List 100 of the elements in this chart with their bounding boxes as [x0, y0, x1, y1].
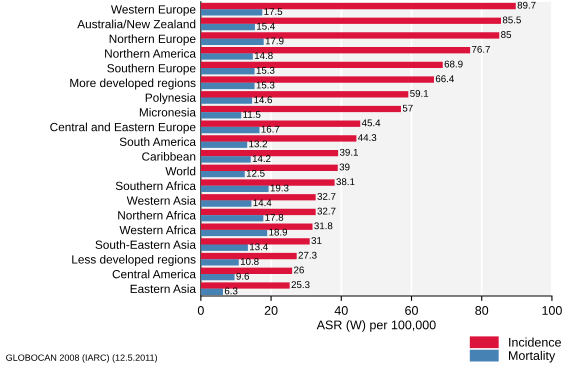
- y-tick-label: Northern America: [105, 49, 196, 58]
- data-label: 31.8: [314, 222, 332, 230]
- data-label: 13.4: [250, 243, 268, 250]
- bar: [200, 200, 252, 207]
- bar: [200, 142, 248, 148]
- data-label: 12.5: [246, 170, 265, 177]
- bar: [200, 76, 434, 83]
- y-tick-label: Australia/New Zealand: [77, 20, 196, 28]
- y-tick-label: Less developed regions: [72, 254, 196, 266]
- bar: [200, 252, 297, 260]
- bar: [200, 18, 502, 24]
- data-label: 89.7: [518, 2, 536, 9]
- bar: [200, 62, 443, 68]
- x-axis-title: ASR (W) per 100,000: [316, 320, 436, 332]
- bar: [200, 47, 470, 54]
- data-label: 14.8: [254, 52, 273, 60]
- bar: [200, 179, 335, 186]
- bar: [200, 215, 264, 222]
- y-tick-label: More developed regions: [70, 78, 196, 90]
- data-label: 14.4: [254, 199, 272, 206]
- y-tick-label: Western Europe: [110, 5, 196, 16]
- bar: [200, 238, 310, 245]
- bar: [200, 244, 248, 251]
- y-tick-label: Central America: [112, 270, 196, 278]
- bar: [200, 288, 223, 295]
- data-label: 31: [311, 237, 322, 244]
- bar: [200, 112, 242, 118]
- bar: [200, 259, 239, 266]
- data-label: 15.3: [256, 82, 274, 89]
- bar: [200, 120, 360, 127]
- y-tick-label: Western Asia: [126, 196, 196, 205]
- y-tick-label: South-Eastern Asia: [95, 240, 196, 249]
- data-label: 15.4: [257, 22, 275, 30]
- data-label: 18.9: [269, 228, 288, 236]
- bar: [200, 32, 500, 39]
- y-tick-label: Eastern Asia: [130, 284, 196, 294]
- text: GLOBOCAN 2008 (IARC) (12.5.2011): [6, 354, 157, 363]
- data-label: 27.3: [298, 252, 317, 259]
- legend-label: Mortality: [509, 350, 556, 362]
- bar: [200, 9, 262, 16]
- data-label: 45.4: [362, 120, 380, 126]
- bar: [200, 208, 316, 216]
- x-tick-label: 80: [475, 306, 488, 315]
- data-label: 39.1: [340, 148, 358, 156]
- data-label: 14.2: [252, 155, 271, 162]
- bar: [200, 274, 235, 280]
- data-label: 25.3: [292, 281, 310, 288]
- bar: [200, 194, 316, 200]
- data-label: 17.8: [265, 214, 284, 221]
- data-label: 10.8: [240, 258, 259, 266]
- data-label: 19.3: [270, 184, 288, 192]
- bar: [200, 82, 255, 90]
- x-tick-label: 20: [264, 306, 278, 315]
- data-label: 26: [294, 266, 304, 274]
- bar: [200, 223, 312, 230]
- bar: [200, 53, 253, 60]
- bar: [200, 156, 251, 163]
- data-label: 85.5: [502, 16, 521, 24]
- y-tick-label: South America: [120, 137, 196, 146]
- x-tick-label: 0: [198, 306, 204, 315]
- bar: [200, 164, 338, 171]
- data-label: 17.9: [266, 38, 284, 44]
- bar: [200, 170, 245, 178]
- bar: [200, 68, 255, 74]
- bar: [200, 230, 268, 236]
- data-label: 38.1: [336, 178, 354, 186]
- y-tick-label: Northern Africa: [118, 210, 196, 220]
- data-label: 6.3: [224, 288, 238, 294]
- data-label: 59.1: [410, 90, 428, 97]
- bar: [200, 2, 516, 10]
- bar: [200, 106, 401, 112]
- y-tick-label: Southern Europe: [107, 64, 196, 75]
- data-label: 11.5: [243, 111, 260, 118]
- bar: [200, 186, 269, 192]
- data-label: 9.6: [236, 272, 250, 280]
- data-label: 13.2: [249, 140, 268, 148]
- data-label: 32.7: [317, 192, 336, 200]
- y-tick-label: Polynesia: [146, 93, 196, 104]
- bar: [200, 38, 264, 45]
- bar: [200, 282, 290, 289]
- data-label: 39: [340, 164, 350, 170]
- y-tick-label: Caribbean: [142, 152, 196, 161]
- legend-label: Incidence: [509, 338, 561, 347]
- bar: [200, 268, 292, 274]
- bar: [200, 91, 408, 98]
- data-label: 14.6: [254, 96, 272, 104]
- data-label: 66.4: [436, 75, 454, 82]
- data-label: 32.7: [317, 208, 336, 215]
- data-label: 57: [402, 104, 413, 112]
- bar: [200, 126, 260, 134]
- bar: [200, 135, 356, 142]
- y-tick-label: Micronesia: [140, 108, 196, 117]
- y-tick-label: Central and Eastern Europe: [50, 122, 196, 134]
- bar: [200, 150, 338, 156]
- x-tick-label: 40: [334, 306, 348, 315]
- bar: [200, 97, 252, 104]
- data-label: 76.7: [472, 46, 490, 53]
- y-tick-label: Western Africa: [119, 226, 196, 234]
- y-tick-label: Southern Africa: [116, 181, 196, 190]
- y-tick-label: Northern Europe: [110, 34, 196, 46]
